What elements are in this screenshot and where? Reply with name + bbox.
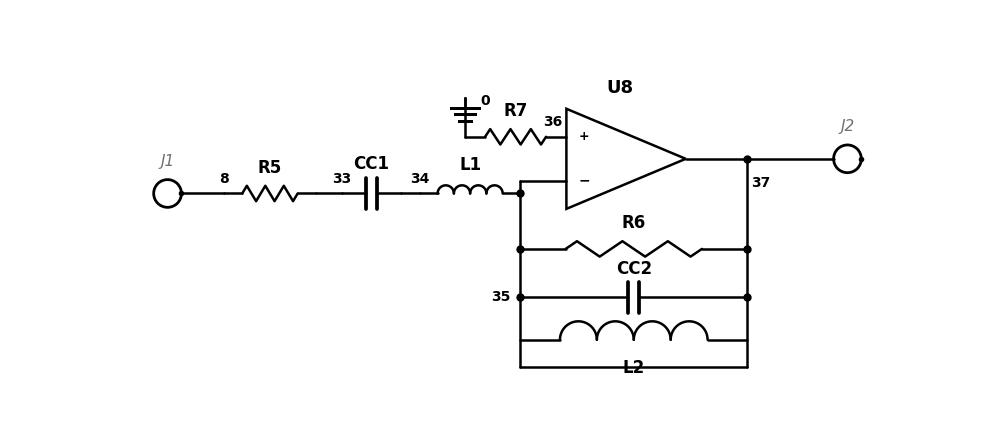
Text: CC1: CC1 (353, 155, 389, 173)
Text: CC2: CC2 (616, 260, 652, 278)
Text: J1: J1 (160, 154, 175, 169)
Text: 33: 33 (332, 172, 351, 186)
Text: R7: R7 (503, 102, 528, 120)
Text: +: + (579, 130, 590, 143)
Text: R5: R5 (258, 159, 282, 177)
Text: L1: L1 (459, 156, 481, 174)
Text: 8: 8 (219, 172, 229, 186)
Text: 36: 36 (543, 115, 563, 129)
Text: J2: J2 (840, 119, 855, 134)
Text: 34: 34 (410, 172, 430, 186)
Text: R6: R6 (622, 214, 646, 232)
Text: U8: U8 (607, 79, 634, 97)
Text: 0: 0 (480, 94, 490, 108)
Text: L2: L2 (623, 359, 645, 377)
Text: −: − (578, 174, 590, 188)
Text: 35: 35 (492, 290, 511, 304)
Text: 37: 37 (751, 176, 770, 190)
